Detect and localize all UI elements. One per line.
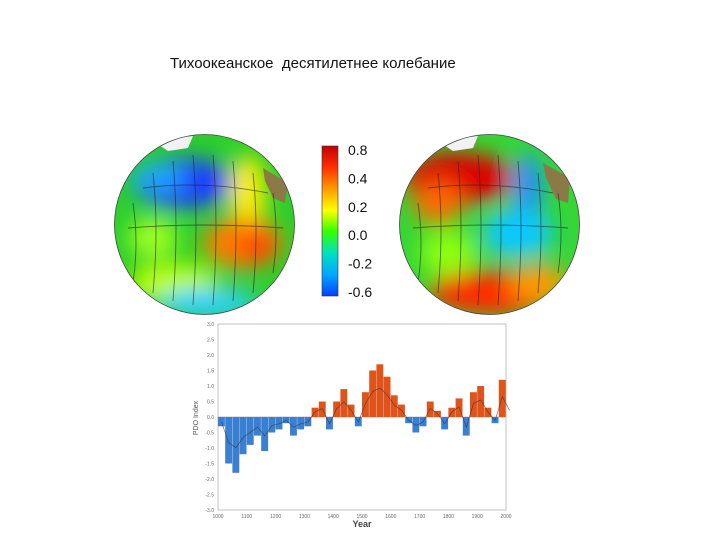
y-tick-label: 2.0 bbox=[207, 353, 214, 359]
y-tick-label: 3.0 bbox=[207, 322, 214, 328]
y-tick-label: -0.5 bbox=[205, 431, 214, 437]
colorbar-tick-label: 0.2 bbox=[348, 199, 368, 215]
x-tick-label: 1600 bbox=[385, 514, 396, 520]
pdo-bar bbox=[369, 370, 377, 417]
pdo-bar bbox=[261, 417, 269, 452]
y-tick-label: -3.0 bbox=[205, 508, 214, 514]
pdo-bar bbox=[268, 417, 276, 433]
pdo-bar bbox=[318, 401, 326, 417]
x-tick-label: 1100 bbox=[241, 514, 252, 520]
pdo-bar bbox=[347, 404, 355, 417]
pdo-bar bbox=[246, 417, 254, 445]
x-tick-label: 2000 bbox=[500, 514, 511, 520]
pdo-bar bbox=[477, 386, 485, 417]
x-tick-label: 1400 bbox=[328, 514, 339, 520]
x-tick-label: 1500 bbox=[356, 514, 367, 520]
colorbar-tick-label: 0.0 bbox=[348, 227, 368, 243]
slide-title: Тихоокеанское десятилетнее колебание bbox=[170, 55, 456, 72]
y-tick-label: -2.0 bbox=[205, 477, 214, 483]
pdo-bar bbox=[290, 417, 297, 436]
colorbar-tick-label: 0.8 bbox=[348, 142, 368, 158]
y-tick-label: -1.0 bbox=[205, 446, 214, 452]
pdo-smoothed-line bbox=[221, 387, 510, 449]
pdo-bar bbox=[297, 417, 305, 430]
x-tick-label: 1000 bbox=[212, 514, 223, 520]
globe-positive-phase bbox=[399, 134, 580, 315]
x-tick-label: 1200 bbox=[270, 514, 281, 520]
x-axis-label: Year bbox=[352, 519, 372, 529]
colorbar-tick-label: -0.6 bbox=[348, 284, 372, 300]
x-tick-label: 1800 bbox=[443, 514, 454, 520]
pdo-bar bbox=[390, 395, 398, 417]
pdo-bar bbox=[218, 417, 225, 427]
colorbar: 0.8 0.4 0.2 0.0 -0.2 -0.6 bbox=[321, 142, 372, 300]
pdo-bar bbox=[383, 376, 391, 417]
pdo-index-chart: 3.0 2.5 2.0 1.5 1.0 0.5 0.0 -0.5 -1.0 -1.5 -2.0 -2.… bbox=[193, 322, 512, 529]
y-tick-label: 1.0 bbox=[207, 384, 214, 390]
pdo-bar bbox=[254, 417, 261, 436]
colorbar-tick-label: -0.2 bbox=[348, 256, 372, 272]
x-tick-label: 1700 bbox=[414, 514, 425, 520]
pdo-bar bbox=[340, 389, 348, 417]
y-tick-label: 0.0 bbox=[207, 415, 214, 421]
colorbar-gradient bbox=[321, 145, 339, 297]
x-tick-label: 1300 bbox=[299, 514, 310, 520]
pdo-bar bbox=[498, 379, 506, 417]
y-tick-label: -1.5 bbox=[205, 462, 214, 468]
y-tick-label: 0.5 bbox=[207, 400, 214, 406]
pdo-bar bbox=[376, 364, 384, 417]
pdo-bar bbox=[232, 417, 240, 473]
y-tick-label: 2.5 bbox=[207, 338, 214, 344]
colorbar-tick-label: 0.4 bbox=[348, 170, 368, 186]
pdo-bar bbox=[225, 417, 233, 464]
y-tick-label: 1.5 bbox=[207, 369, 214, 375]
pdo-bar bbox=[275, 417, 283, 430]
y-tick-label: -2.5 bbox=[205, 493, 214, 499]
y-axis-label: PDO Index bbox=[193, 400, 200, 435]
globe-negative-phase bbox=[114, 134, 295, 315]
pdo-bar bbox=[362, 392, 369, 417]
pdo-bar bbox=[239, 417, 247, 455]
pdo-bar bbox=[398, 404, 405, 417]
pdo-bar bbox=[412, 417, 420, 433]
x-tick-label: 1900 bbox=[472, 514, 483, 520]
